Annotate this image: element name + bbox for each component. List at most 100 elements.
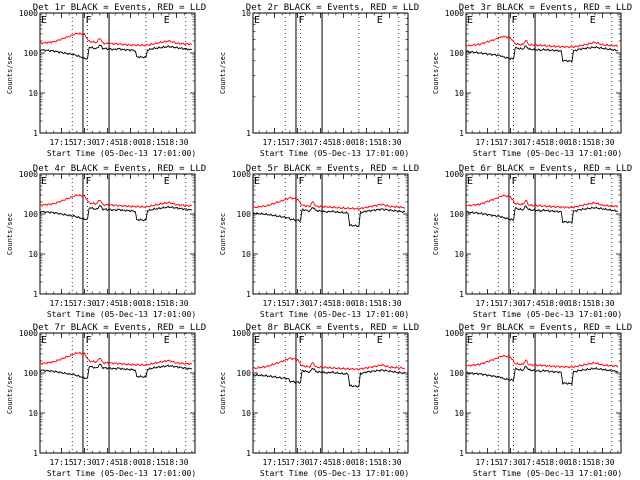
- x-tick-label: 17:15: [262, 458, 286, 467]
- y-axis-label: Counts/sec: [219, 372, 227, 414]
- x-tick-label: 17:30: [72, 299, 96, 308]
- x-tick-label: 18:30: [591, 458, 615, 467]
- y-axis-label: Counts/sec: [432, 52, 440, 94]
- x-tick-label: 17:45: [521, 299, 545, 308]
- y-axis-label: Counts/sec: [6, 213, 14, 255]
- x-axis-label: Start Time (05-Dec-13 17:01:00): [260, 310, 409, 319]
- segment-marker-f: F: [86, 335, 92, 346]
- x-axis-label: Start Time (05-Dec-13 17:01:00): [260, 469, 409, 478]
- x-tick-label: 17:30: [498, 138, 522, 147]
- lld-series-line: [252, 196, 406, 211]
- events-series-line: [252, 368, 406, 388]
- chart-panel-9: Det 9r BLACK = Events, RED = LLD Counts/s…: [432, 323, 632, 478]
- plot-frame: [252, 173, 409, 295]
- x-tick-label: 18:00: [544, 299, 568, 308]
- events-series-line: [39, 363, 193, 380]
- x-tick-label: 18:30: [165, 299, 189, 308]
- x-tick-label: 18:30: [378, 458, 402, 467]
- events-series-line: [39, 44, 193, 60]
- segment-marker-e: E: [164, 176, 170, 187]
- y-tick-label: 1: [33, 129, 38, 138]
- chart-panel-3: Det 3r BLACK = Events, RED = LLD Counts/s…: [432, 3, 632, 158]
- events-series-line: [465, 205, 619, 225]
- chart-title: Det 9r BLACK = Events, RED = LLD: [459, 323, 632, 333]
- x-tick-label: 18:00: [118, 138, 142, 147]
- x-tick-label: 18:15: [355, 138, 379, 147]
- x-tick-label: 18:15: [355, 299, 379, 308]
- y-tick-label: 1: [459, 129, 464, 138]
- x-tick-label: 17:30: [72, 138, 96, 147]
- y-axis-label: Counts/sec: [6, 52, 14, 94]
- chart-title: Det 1r BLACK = Events, RED = LLD: [33, 3, 206, 13]
- chart-panel-4: Det 4r BLACK = Events, RED = LLD Counts/s…: [6, 164, 206, 319]
- lld-series-line: [465, 35, 619, 49]
- x-tick-label: 18:00: [331, 138, 355, 147]
- x-tick-label: 17:15: [475, 299, 499, 308]
- plot-frame: [465, 12, 622, 134]
- x-tick-label: 17:30: [285, 458, 309, 467]
- chart-panel-2: Det 2r BLACK = Events, RED = LLD Counts/s…: [219, 3, 419, 158]
- segment-marker-e: E: [467, 335, 473, 346]
- y-axis-label: Counts/sec: [219, 52, 227, 94]
- y-tick-label: 1000: [445, 170, 464, 179]
- x-tick-label: 17:15: [262, 138, 286, 147]
- x-tick-label: 17:45: [521, 458, 545, 467]
- y-tick-label: 10: [241, 409, 251, 418]
- x-tick-label: 18:30: [591, 138, 615, 147]
- y-tick-label: 10: [454, 89, 464, 98]
- segment-marker-e: E: [467, 176, 473, 187]
- segment-marker-f: F: [512, 15, 518, 26]
- x-tick-label: 18:15: [355, 458, 379, 467]
- x-axis-label: Start Time (05-Dec-13 17:01:00): [47, 149, 196, 158]
- y-tick-label: 10: [28, 409, 38, 418]
- y-tick-label: 10: [454, 409, 464, 418]
- segment-marker-f: F: [299, 176, 305, 187]
- segment-marker-f: F: [299, 335, 305, 346]
- events-series-line: [465, 45, 619, 64]
- chart-panel-7: Det 7r BLACK = Events, RED = LLD Counts/s…: [6, 323, 206, 478]
- chart-title: Det 2r BLACK = Events, RED = LLD: [246, 3, 419, 13]
- x-tick-label: 17:15: [475, 138, 499, 147]
- y-tick-label: 100: [24, 49, 39, 58]
- segment-marker-e: E: [377, 15, 383, 26]
- segment-marker-f: F: [299, 15, 305, 26]
- chart-title: Det 4r BLACK = Events, RED = LLD: [33, 164, 206, 174]
- x-tick-label: 18:15: [568, 458, 592, 467]
- segment-marker-e: E: [590, 176, 596, 187]
- segment-marker-e: E: [590, 15, 596, 26]
- x-tick-label: 18:30: [165, 138, 189, 147]
- chart-panel-6: Det 6r BLACK = Events, RED = LLD Counts/s…: [432, 164, 632, 319]
- lld-series-line: [252, 357, 406, 371]
- y-tick-label: 1000: [445, 9, 464, 18]
- y-tick-label: 10: [454, 250, 464, 259]
- segment-marker-e: E: [467, 15, 473, 26]
- plot-frame: [39, 12, 196, 134]
- y-tick-label: 1: [246, 290, 251, 299]
- chart-title: Det 6r BLACK = Events, RED = LLD: [459, 164, 632, 174]
- y-tick-label: 100: [24, 210, 39, 219]
- y-tick-label: 1: [246, 449, 251, 458]
- chart-title: Det 3r BLACK = Events, RED = LLD: [459, 3, 632, 13]
- plot-frame: [465, 332, 622, 454]
- x-tick-label: 17:15: [49, 138, 73, 147]
- x-tick-label: 17:45: [308, 458, 332, 467]
- plot-frame: [252, 332, 409, 454]
- segment-marker-e: E: [41, 176, 47, 187]
- events-series-line: [39, 204, 193, 222]
- segment-marker-e: E: [254, 15, 260, 26]
- x-tick-label: 17:15: [475, 458, 499, 467]
- x-tick-label: 18:00: [331, 458, 355, 467]
- segment-marker-e: E: [254, 335, 260, 346]
- lld-series-line: [39, 193, 193, 209]
- events-series-line: [465, 365, 619, 386]
- segment-marker-f: F: [86, 176, 92, 187]
- x-tick-label: 18:15: [142, 458, 166, 467]
- x-tick-label: 17:45: [521, 138, 545, 147]
- x-axis-label: Start Time (05-Dec-13 17:01:00): [473, 469, 622, 478]
- x-tick-label: 18:00: [544, 138, 568, 147]
- x-tick-label: 17:30: [285, 138, 309, 147]
- x-tick-label: 17:45: [308, 299, 332, 308]
- y-axis-label: Counts/sec: [432, 213, 440, 255]
- x-tick-label: 17:45: [95, 138, 119, 147]
